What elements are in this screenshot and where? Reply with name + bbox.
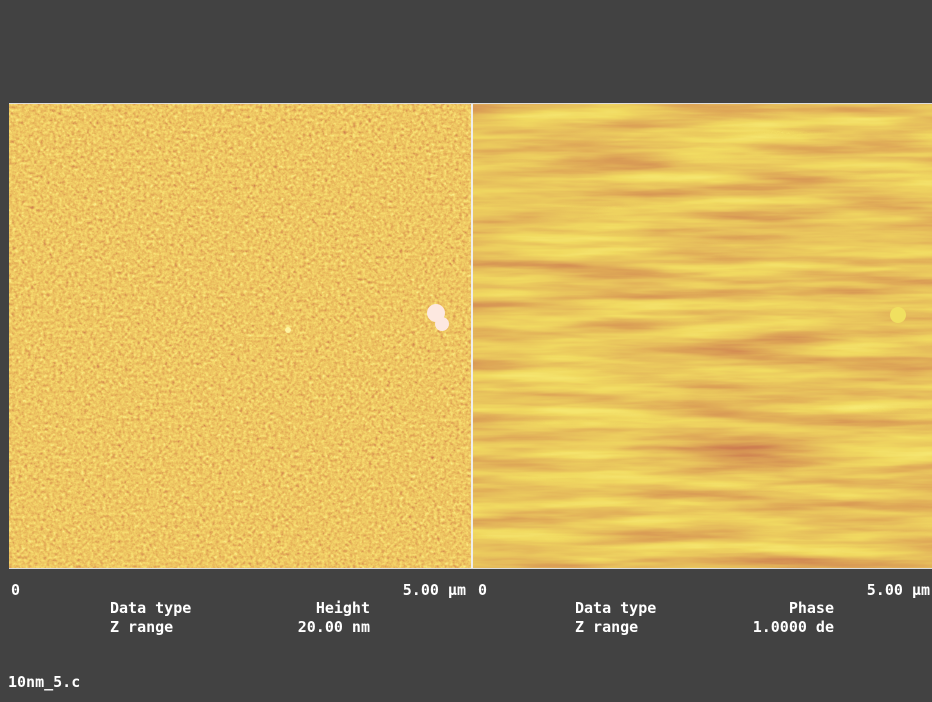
afm-screen: 0 5.00 µm Data type Height Z range 20.00… xyxy=(0,0,932,702)
info-label: Z range xyxy=(575,618,638,636)
divider xyxy=(471,104,473,568)
scale-start: 0 xyxy=(478,581,487,599)
info-value: 1.0000 de xyxy=(753,618,834,636)
scale-end: 5.00 µm xyxy=(403,581,466,599)
particle xyxy=(285,327,291,333)
frame-line xyxy=(9,103,932,104)
scale-end: 5.00 µm xyxy=(867,581,930,599)
phase-image xyxy=(473,104,932,568)
scale-start: 0 xyxy=(11,581,20,599)
particle xyxy=(890,307,906,323)
frame-line xyxy=(9,568,932,569)
info-label: Data type xyxy=(575,599,656,617)
info-value: Phase xyxy=(789,599,834,617)
particle xyxy=(435,317,449,331)
info-label: Data type xyxy=(110,599,191,617)
info-value: 20.00 nm xyxy=(298,618,370,636)
filename: 10nm_5.c xyxy=(8,673,80,691)
info-value: Height xyxy=(316,599,370,617)
info-label: Z range xyxy=(110,618,173,636)
height-image xyxy=(9,104,471,568)
